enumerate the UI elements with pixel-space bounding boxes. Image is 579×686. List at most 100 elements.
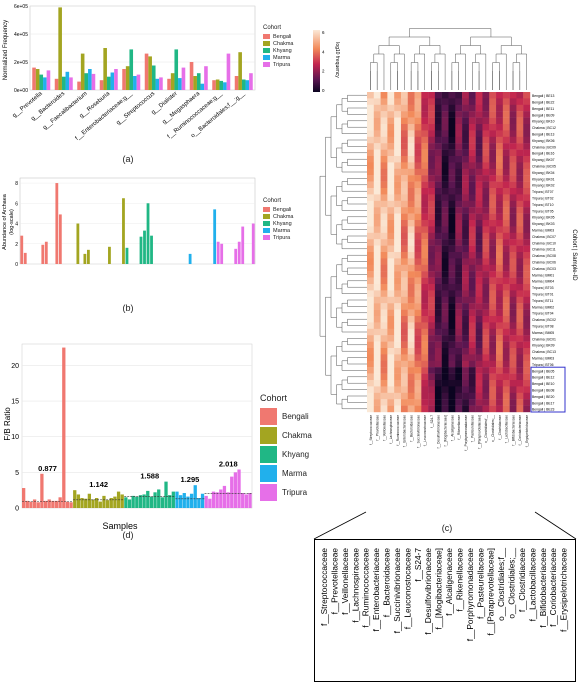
heatmap-row-label: Bengali | BE16 xyxy=(532,152,554,156)
heatmap-cell xyxy=(489,360,497,368)
chart-d-bar xyxy=(135,496,139,508)
heatmap-cell xyxy=(441,220,449,227)
heatmap-cell xyxy=(496,316,504,323)
heatmap-cell xyxy=(448,194,456,201)
heatmap-cell xyxy=(434,200,442,208)
heatmap-cell xyxy=(516,130,524,137)
heatmap-cell xyxy=(455,264,463,272)
legend-swatch xyxy=(263,55,270,60)
heatmap-cell xyxy=(482,264,490,272)
chart-b-bar xyxy=(55,183,59,264)
heatmap-cell xyxy=(489,200,497,208)
heatmap-cell xyxy=(428,220,436,227)
heatmap-cell xyxy=(373,380,381,387)
heatmap-cell xyxy=(414,220,422,227)
heatmap-cell xyxy=(462,245,470,253)
heatmap-col-label: f__Lactobacillaceae xyxy=(505,415,509,444)
heatmap-cell xyxy=(496,143,504,150)
heatmap-cell xyxy=(367,104,374,112)
heatmap-cell xyxy=(468,405,476,413)
chart-a-bar xyxy=(91,73,96,90)
heatmap-cell xyxy=(428,226,436,233)
heatmap-cell xyxy=(373,328,381,336)
heatmap-cell xyxy=(407,213,415,221)
heatmap-cell xyxy=(496,309,504,317)
heatmap-cell xyxy=(482,188,490,195)
heatmap-cell xyxy=(489,111,497,118)
chart-a-bar xyxy=(54,78,59,90)
heatmap-row-label: Tripura | BT05 xyxy=(532,209,554,213)
heatmap-cell xyxy=(482,303,490,310)
heatmap-cell xyxy=(475,117,483,125)
heatmap-cell xyxy=(394,405,402,413)
heatmap-cell xyxy=(387,258,395,265)
heatmap-cell xyxy=(428,143,436,150)
heatmap-cell xyxy=(475,303,483,310)
heatmap-cell xyxy=(523,373,531,381)
chart-a-bar xyxy=(46,70,51,90)
heatmap-cell xyxy=(502,181,510,189)
heatmap-cell xyxy=(448,360,456,368)
heatmap-cell xyxy=(407,245,415,253)
heatmap-cell xyxy=(380,290,388,297)
heatmap-cell xyxy=(414,271,422,278)
heatmap-cell xyxy=(448,239,456,246)
heatmap-cell xyxy=(509,405,517,413)
heatmap-cell xyxy=(475,316,483,323)
heatmap-row-label: Chakma | BC05 xyxy=(532,165,556,169)
heatmap-cell xyxy=(373,156,381,163)
heatmap-cell xyxy=(434,117,442,125)
chart-a-bar xyxy=(215,79,220,90)
chart-d-mean-label: 1.295 xyxy=(181,475,200,484)
heatmap-cell xyxy=(489,380,497,387)
chart-b-bar xyxy=(23,252,27,264)
heatmap-cell xyxy=(407,239,415,246)
heatmap-cell xyxy=(441,309,449,317)
heatmap-row-label: Bengali | BE12 xyxy=(532,376,554,380)
heatmap-cell xyxy=(523,296,531,304)
heatmap-cell xyxy=(441,232,449,240)
heatmap-cell xyxy=(434,252,442,259)
heatmap-cell xyxy=(441,200,449,208)
heatmap-cell xyxy=(462,252,470,259)
heatmap-cell xyxy=(509,380,517,387)
heatmap-cell xyxy=(400,149,408,157)
heatmap-cell xyxy=(414,341,422,349)
heatmap-cell xyxy=(496,303,504,310)
heatmap-cell xyxy=(407,92,415,99)
heatmap-cell xyxy=(394,258,402,265)
heatmap-cell xyxy=(387,245,395,253)
heatmap-cell xyxy=(482,232,490,240)
heatmap-row-label: Marma | BM02 xyxy=(532,305,554,309)
legend-b-items: Bengali Chakma Khyang Marma Tripura xyxy=(263,206,293,241)
heatmap-cell xyxy=(434,405,442,413)
heatmap-cell xyxy=(441,252,449,259)
heatmap-cell xyxy=(455,341,463,349)
heatmap-cell xyxy=(367,200,374,208)
heatmap-cell xyxy=(496,168,504,176)
heatmap-cell xyxy=(455,271,463,278)
heatmap-cell xyxy=(387,98,395,105)
heatmap-cell xyxy=(387,181,395,189)
chart-a-ytick: 6e+05 xyxy=(14,4,28,10)
heatmap-cell xyxy=(387,373,395,381)
zoom-col-label: f__Leuconostocaceae xyxy=(402,548,412,630)
chart-d-bar xyxy=(244,494,248,508)
heatmap-cell xyxy=(448,220,456,227)
heatmap-cell xyxy=(482,386,490,393)
heatmap-cell xyxy=(394,290,402,297)
heatmap-cell xyxy=(414,360,422,368)
chart-d-bar xyxy=(146,490,150,508)
chart-b-bar xyxy=(58,214,62,264)
chart-a-bar xyxy=(181,67,186,90)
heatmap-cell xyxy=(367,232,374,240)
heatmap-cell xyxy=(516,258,524,265)
chart-a-bar xyxy=(226,53,231,90)
heatmap-cell xyxy=(455,156,463,163)
chart-b-bar xyxy=(213,209,217,264)
heatmap-cell xyxy=(489,194,497,201)
heatmap-cell xyxy=(489,104,497,112)
chart-a-bar xyxy=(122,69,126,90)
legend-item-khyang: Khyang xyxy=(263,220,293,227)
heatmap-row-label: Tripura | BT03 xyxy=(532,286,554,290)
